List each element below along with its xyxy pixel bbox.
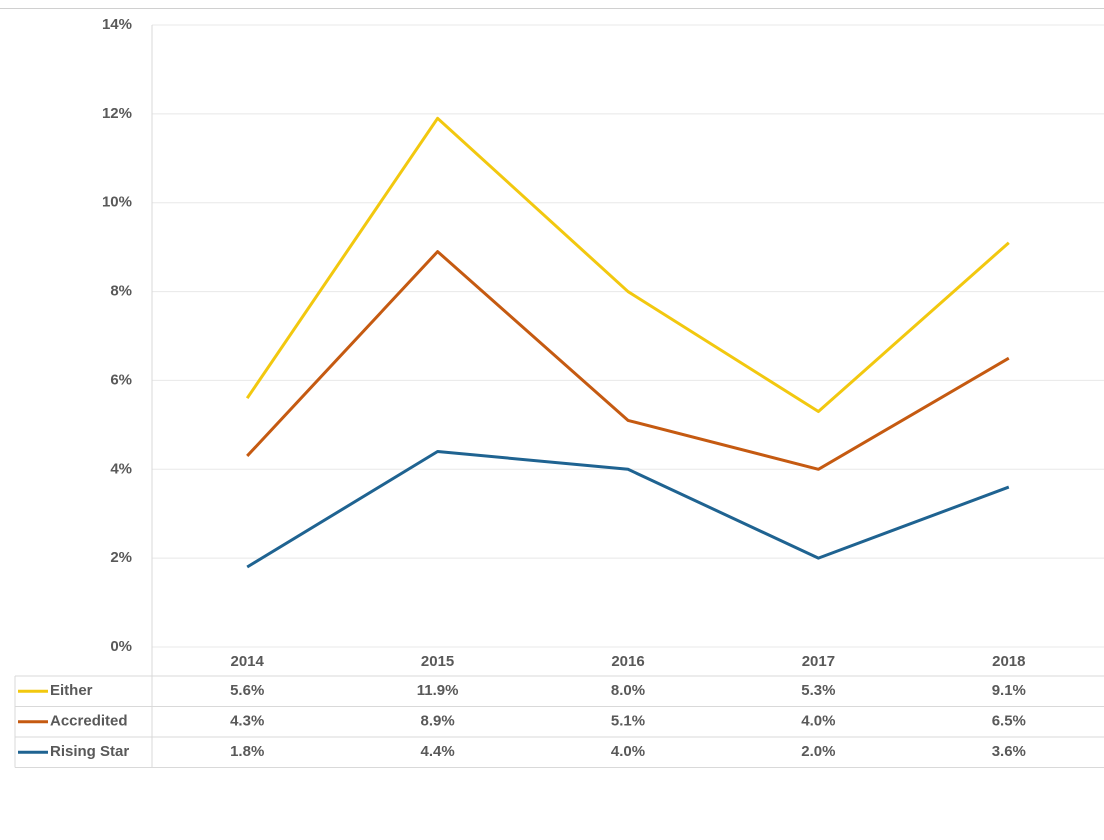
table-value: 6.5% — [992, 713, 1026, 730]
x-tick-label: 2016 — [611, 653, 644, 670]
table-value: 8.0% — [611, 682, 645, 699]
table-value: 5.6% — [230, 682, 264, 699]
series-line — [245, 116, 1010, 414]
y-tick-label: 14% — [102, 16, 132, 33]
y-tick-label: 12% — [102, 105, 132, 122]
table-value: 4.0% — [611, 743, 645, 760]
legend-label: Rising Star — [50, 743, 129, 760]
table-value: 3.6% — [992, 743, 1026, 760]
legend-label: Accredited — [50, 713, 128, 730]
y-tick-label: 6% — [110, 371, 132, 388]
table-value: 11.9% — [417, 682, 459, 699]
x-tick-label: 2017 — [802, 653, 835, 670]
table-value: 9.1% — [992, 682, 1026, 699]
table-value: 5.1% — [611, 713, 645, 730]
table-value: 5.3% — [801, 682, 835, 699]
table-value: 4.0% — [801, 713, 835, 730]
series-line — [246, 250, 1010, 471]
table-value: 1.8% — [230, 743, 264, 760]
y-tick-label: 2% — [110, 549, 132, 566]
legend-label: Either — [50, 682, 93, 699]
table-value: 4.4% — [420, 743, 454, 760]
table-value: 4.3% — [230, 713, 264, 730]
series-line — [246, 450, 1010, 569]
x-tick-label: 2014 — [231, 653, 265, 670]
y-tick-label: 8% — [110, 283, 132, 300]
table-value: 8.9% — [420, 713, 454, 730]
y-tick-label: 10% — [102, 194, 132, 211]
table-value: 2.0% — [801, 743, 835, 760]
x-tick-label: 2018 — [992, 653, 1025, 670]
y-tick-label: 0% — [110, 638, 132, 655]
x-tick-label: 2015 — [421, 653, 454, 670]
y-tick-label: 4% — [110, 460, 132, 477]
